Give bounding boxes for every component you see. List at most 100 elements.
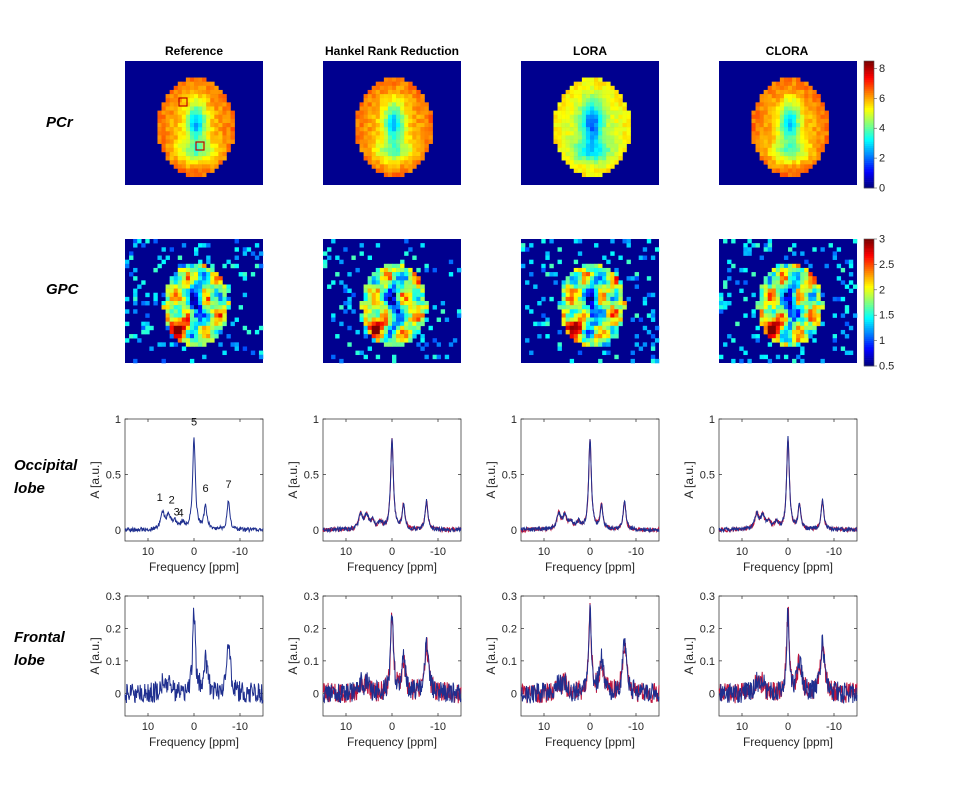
map-pixel — [800, 280, 805, 285]
map-pixel — [185, 342, 191, 347]
map-pixel — [602, 296, 607, 302]
map-pixel — [198, 325, 203, 331]
map-pixel — [751, 313, 756, 318]
map-pixel — [375, 123, 381, 128]
y-tick-label: 0.2 — [700, 623, 715, 635]
map-pixel — [581, 288, 587, 294]
map-pixel — [606, 334, 611, 339]
colorbar-step — [864, 71, 874, 74]
map-pixel — [590, 313, 595, 318]
map-pixel — [387, 338, 393, 343]
map-pixel — [375, 156, 381, 161]
y-tick-label: 0.5 — [700, 469, 715, 481]
map-pixel — [210, 135, 215, 140]
map-pixel — [759, 102, 764, 107]
map-pixel — [416, 280, 421, 285]
map-pixel — [590, 160, 595, 165]
y-tick-label: 0.5 — [502, 469, 517, 481]
map-pixel — [396, 267, 401, 273]
map-pixel — [412, 151, 417, 157]
map-pixel — [610, 147, 615, 153]
map-pixel — [812, 317, 817, 322]
map-pixel — [169, 127, 175, 132]
map-pixel — [355, 139, 360, 144]
map-pixel — [396, 288, 401, 294]
map-pixel — [400, 106, 405, 111]
map-pixel — [371, 292, 377, 298]
map-pixel — [396, 147, 401, 153]
map-pixel — [424, 354, 429, 360]
map-pixel — [594, 110, 599, 116]
map-pixel — [400, 89, 405, 95]
map-pixel — [606, 338, 611, 343]
map-pixel — [541, 321, 546, 327]
map-pixel — [796, 102, 801, 107]
map-pixel — [775, 338, 781, 343]
colorbar-step — [864, 116, 874, 119]
map-pixel — [165, 151, 170, 157]
map-pixel — [614, 127, 619, 132]
map-pixel — [581, 131, 587, 136]
map-pixel — [181, 118, 187, 124]
map-pixel — [581, 309, 587, 314]
peak-label: 5 — [191, 417, 197, 429]
map-pixel — [420, 305, 425, 310]
map-pixel — [581, 94, 587, 99]
map-pixel — [581, 127, 587, 132]
y-tick-label: 0 — [511, 688, 517, 700]
map-pixel — [804, 288, 809, 294]
map-pixel — [779, 272, 785, 277]
map-pixel — [788, 77, 793, 82]
map-pixel — [202, 94, 207, 99]
map-pixel — [614, 118, 619, 124]
map-pixel — [416, 325, 421, 331]
map-pixel — [161, 131, 166, 136]
map-pixel — [626, 139, 631, 144]
colorbar-step — [864, 317, 874, 320]
map-pixel — [206, 288, 211, 294]
map-pixel — [198, 118, 203, 124]
map-pixel — [206, 338, 211, 343]
map-pixel — [804, 81, 809, 87]
map-pixel — [792, 151, 797, 157]
map-pixel — [602, 127, 607, 132]
map-pixel — [618, 98, 623, 103]
map-pixel — [404, 301, 409, 306]
map-pixel — [573, 106, 579, 111]
y-tick-label: 0.3 — [700, 591, 715, 603]
map-pixel — [763, 276, 769, 281]
map-pixel — [375, 284, 381, 289]
map-pixel — [594, 77, 599, 82]
map-pixel — [383, 263, 389, 269]
map-pixel — [590, 127, 595, 132]
map-pixel — [181, 160, 187, 165]
map-pixel — [796, 338, 801, 343]
map-pixel — [387, 123, 393, 128]
map-pixel — [614, 94, 619, 99]
map-pixel — [779, 301, 785, 306]
map-pixel — [602, 147, 607, 153]
map-pixel — [731, 239, 736, 244]
map-pixel — [812, 288, 817, 294]
map-pixel — [169, 89, 175, 95]
gpc-map-3 — [719, 239, 858, 364]
map-pixel — [145, 239, 150, 244]
map-pixel — [594, 280, 599, 285]
map-pixel — [788, 164, 793, 169]
map-pixel — [383, 160, 389, 165]
map-pixel — [404, 118, 409, 124]
map-pixel — [755, 102, 760, 107]
map-pixel — [569, 89, 575, 95]
map-pixel — [779, 160, 785, 165]
map-pixel — [412, 135, 417, 140]
map-pixel — [448, 259, 454, 265]
map-pixel — [416, 321, 421, 327]
map-pixel — [832, 338, 838, 343]
map-pixel — [367, 284, 373, 289]
map-pixel — [383, 329, 389, 335]
map-pixel — [396, 135, 401, 140]
map-pixel — [585, 143, 591, 149]
map-pixel — [581, 98, 587, 103]
map-pixel — [775, 321, 781, 327]
map-pixel — [573, 288, 579, 294]
